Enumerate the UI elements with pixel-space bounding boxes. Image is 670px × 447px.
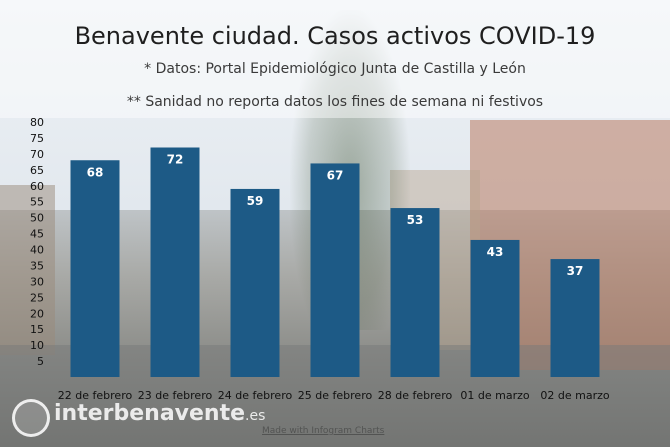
y-tick-label: 65 (30, 164, 44, 177)
data-label: 72 (167, 153, 184, 167)
logo-text: interbenavente.es (54, 401, 266, 426)
chart-note: ** Sanidad no reporta datos los fines de… (127, 94, 543, 110)
x-tick-label: 25 de febrero (298, 389, 373, 402)
data-label: 68 (87, 165, 104, 179)
y-tick-label: 75 (30, 132, 44, 145)
bar[interactable] (230, 188, 280, 377)
bar[interactable] (70, 160, 120, 377)
chart-title: Benavente ciudad. Casos activos COVID-19 (75, 22, 596, 50)
background-building (0, 185, 55, 355)
data-label: 67 (327, 168, 344, 182)
header-overlay (0, 0, 670, 118)
y-tick-label: 30 (30, 275, 44, 288)
data-label: 53 (407, 213, 424, 227)
y-tick-label: 40 (30, 244, 44, 257)
y-tick-label: 35 (30, 259, 44, 272)
bar[interactable] (150, 147, 200, 378)
bar[interactable] (550, 259, 600, 377)
x-tick-label: 28 de febrero (378, 389, 453, 402)
bars-group (70, 147, 600, 378)
y-tick-label: 80 (30, 116, 44, 129)
x-tick-label: 24 de febrero (218, 389, 293, 402)
x-tick-label: 23 de febrero (138, 389, 213, 402)
y-tick-label: 60 (30, 180, 44, 193)
infogram-credit-link[interactable]: Made with Infogram Charts (262, 426, 385, 436)
data-label: 43 (487, 245, 504, 259)
y-tick-label: 45 (30, 228, 44, 241)
y-tick-label: 20 (30, 307, 44, 320)
y-tick-label: 10 (30, 339, 44, 352)
y-axis: 5 10 15 20 25 30 35 40 45 50 55 60 65 70 75 80 (30, 116, 44, 368)
bar[interactable] (470, 239, 520, 377)
data-label: 59 (247, 194, 264, 208)
x-tick-label: 01 de marzo (460, 389, 529, 402)
x-tick-label: 02 de marzo (540, 389, 609, 402)
y-tick-label: 55 (30, 196, 44, 209)
x-tick-label: 22 de febrero (58, 389, 133, 402)
y-tick-label: 70 (30, 148, 44, 161)
bar[interactable] (390, 208, 440, 377)
bar[interactable] (310, 163, 360, 377)
y-tick-label: 25 (30, 291, 44, 304)
x-axis: 22 de febrero 23 de febrero 24 de febrero 2… (58, 389, 610, 402)
interbenavente-logo: interbenavente.es (6, 395, 266, 439)
data-label: 37 (567, 264, 584, 278)
chart-subtitle: * Datos: Portal Epidemiológico Junta de … (144, 61, 526, 77)
y-tick-label: 5 (37, 355, 44, 368)
logo-emblem-icon (12, 399, 50, 437)
data-labels-group: 68 72 59 67 53 43 37 (87, 153, 584, 279)
y-tick-label: 50 (30, 212, 44, 225)
y-tick-label: 15 (30, 323, 44, 336)
